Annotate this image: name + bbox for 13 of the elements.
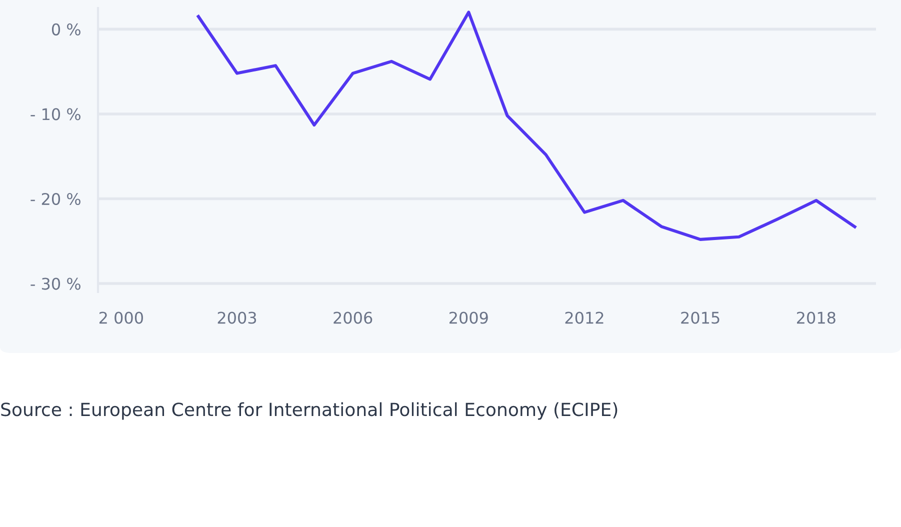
line-series	[196, 10, 856, 241]
source-note: Source : European Centre for International Political Economy (ECIPE)	[1, 402, 618, 420]
x-tick-label: 2012	[565, 312, 604, 324]
x-tick-label: 2 000	[99, 312, 143, 324]
x-tick-label: 2003	[218, 312, 256, 324]
y-tick-label: - 20 %	[30, 192, 80, 206]
y-tick-label: - 30 %	[30, 278, 80, 290]
x-tick-label: 2018	[797, 312, 836, 324]
x-tick-label: 2009	[450, 312, 488, 324]
x-tick-label: 2015	[681, 312, 720, 324]
y-tick-label: - 10 %	[30, 108, 80, 120]
y-tick-label: 0 %	[52, 23, 80, 36]
x-tick-label: 2006	[334, 312, 372, 324]
